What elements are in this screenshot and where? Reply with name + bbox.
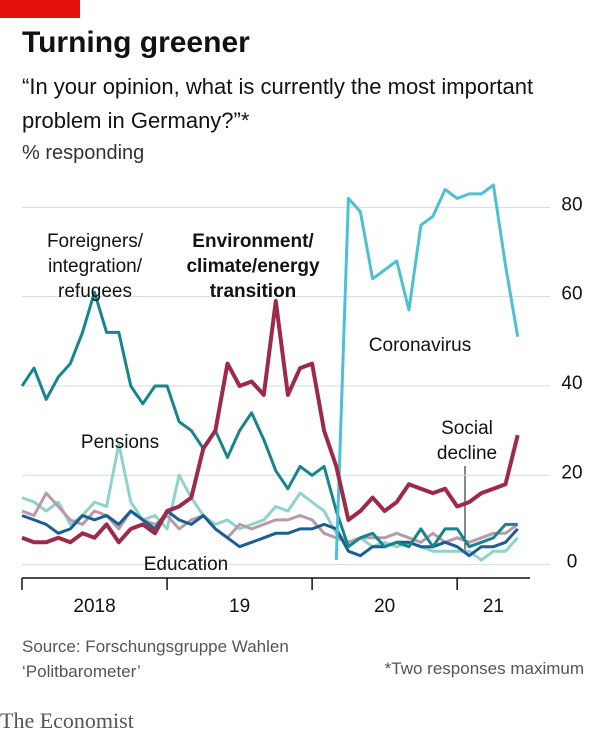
chart-title: Turning greener: [22, 26, 250, 59]
x-tick-label: 19: [229, 596, 250, 617]
series-line: [334, 183, 520, 561]
series-label-line: climate/energy: [186, 256, 319, 277]
series-line: [21, 442, 519, 562]
x-tick-label: 20: [374, 596, 395, 617]
y-tick-label: 20: [561, 462, 582, 483]
series-line: [21, 299, 520, 545]
y-axis-label: % responding: [22, 142, 145, 164]
series-label: Education: [144, 554, 229, 575]
series-label: Environment/climate/energy transition: [186, 231, 319, 302]
series-label-line: Environment/: [192, 231, 314, 252]
series-line: [20, 290, 518, 549]
series-label-line: decline: [437, 443, 497, 464]
y-tick-label: 60: [561, 284, 582, 305]
series-label-line: Education: [144, 554, 229, 575]
brand: The Economist: [0, 708, 134, 733]
series-label-line: Foreigners/: [47, 231, 144, 252]
series-label: Coronavirus: [369, 335, 471, 356]
series-label: Foreigners/integration/refugees: [47, 231, 144, 302]
footnote: *Two responses maximum: [384, 659, 584, 678]
series-label-line: integration/: [48, 256, 143, 277]
series-label-line: Coronavirus: [369, 335, 471, 356]
x-tick-label: 2018: [73, 596, 115, 617]
series-label: Pensions: [81, 432, 159, 453]
series-label-line: refugees: [58, 281, 132, 302]
series-label: Social decline: [437, 418, 497, 464]
series-label-line: transition: [210, 281, 297, 302]
series-label-line: Social: [441, 418, 493, 439]
y-tick-label: 0: [567, 552, 578, 573]
x-tick-label: 21: [483, 596, 504, 617]
chart-subtitle: “In your opinion, what is currently the …: [22, 74, 534, 133]
series-label-line: Pensions: [81, 432, 159, 453]
brand-tag: [0, 0, 80, 18]
y-tick-label: 80: [561, 194, 582, 215]
source: Source: Forschungsgruppe Wahlen ‘Politba…: [22, 637, 289, 681]
y-tick-label: 40: [561, 373, 582, 394]
